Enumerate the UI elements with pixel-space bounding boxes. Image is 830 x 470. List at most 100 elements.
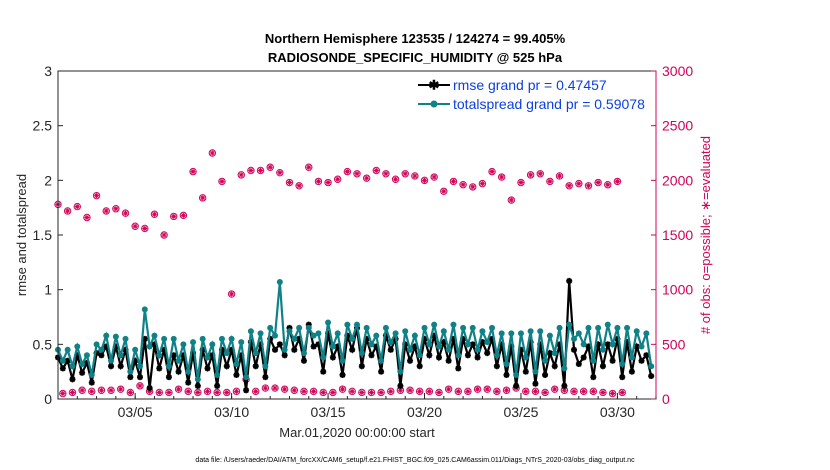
- rmse-point: [513, 382, 520, 389]
- rmse-point: [508, 343, 515, 350]
- rmse-point: [262, 374, 269, 381]
- rmse-point: [165, 374, 172, 381]
- rmse-point: [349, 346, 356, 353]
- obs-possible-marker: [256, 166, 265, 175]
- obs-possible-marker: [73, 202, 81, 211]
- totalspread-point: [382, 324, 389, 331]
- obs-possible-marker: [473, 385, 482, 393]
- obs-evaluated-marker: [79, 387, 85, 393]
- x-tick-label: 03/25: [503, 404, 538, 420]
- obs-possible-marker: [377, 388, 385, 397]
- obs-evaluated-marker: [301, 388, 307, 394]
- totalspread-point: [88, 371, 95, 378]
- obs-evaluated-marker: [84, 215, 90, 221]
- totalspread-point: [624, 324, 631, 331]
- totalspread-point: [402, 328, 409, 335]
- rmse-point: [580, 354, 587, 361]
- totalspread-point: [243, 374, 250, 381]
- rmse-point: [161, 346, 168, 353]
- rmse-point: [320, 368, 327, 375]
- totalspread-point: [493, 352, 500, 359]
- series-obs: [54, 149, 626, 398]
- obs-evaluated-marker: [286, 180, 292, 186]
- rmse-point: [450, 335, 457, 342]
- totalspread-point: [522, 354, 529, 361]
- rmse-point: [464, 352, 471, 359]
- rmse-point: [517, 346, 524, 353]
- totalspread-point: [79, 361, 86, 368]
- totalspread-point: [156, 352, 163, 359]
- legend-totalspread-marker: [430, 100, 438, 108]
- y-tick-label: 2: [44, 172, 52, 188]
- rmse-point: [435, 354, 442, 361]
- rmse-point: [378, 368, 385, 375]
- rmse-point: [407, 357, 414, 364]
- rmse-point: [575, 361, 582, 368]
- totalspread-point: [609, 341, 616, 348]
- obs-evaluated-marker: [595, 180, 601, 186]
- obs-evaluated-marker: [335, 176, 341, 182]
- rmse-point: [209, 352, 216, 359]
- y-right-tick-label: 1000: [662, 282, 693, 298]
- obs-evaluated-marker: [147, 388, 153, 394]
- obs-evaluated-marker: [359, 389, 365, 395]
- obs-possible-marker: [488, 167, 496, 176]
- rmse-point: [315, 341, 322, 348]
- obs-possible-marker: [493, 387, 501, 396]
- obs-evaluated-marker: [388, 388, 394, 394]
- obs-evaluated-marker: [571, 388, 577, 394]
- obs-evaluated-marker: [378, 389, 384, 395]
- obs-evaluated-marker: [373, 167, 379, 173]
- obs-possible-marker: [237, 171, 245, 179]
- totalspread-point: [648, 363, 655, 370]
- obs-possible-marker: [334, 175, 342, 183]
- obs-possible-marker: [314, 177, 323, 186]
- obs-evaluated-marker: [412, 173, 418, 179]
- rmse-point: [397, 382, 404, 389]
- obs-evaluated-marker: [118, 386, 124, 392]
- totalspread-point: [440, 328, 447, 335]
- obs-evaluated-marker: [542, 389, 548, 395]
- obs-evaluated-marker: [306, 164, 312, 170]
- totalspread-point: [329, 343, 336, 350]
- data-file-footer: data file: /Users/raeder/DAI/ATM_forcXX/…: [195, 457, 635, 464]
- obs-evaluated-marker: [566, 183, 572, 189]
- rmse-point: [493, 363, 500, 370]
- obs-possible-marker: [526, 171, 535, 179]
- rmse-point: [218, 346, 225, 353]
- rmse-point: [416, 363, 423, 370]
- obs-evaluated-marker: [233, 388, 239, 394]
- obs-possible-marker: [88, 387, 96, 396]
- obs-possible-marker: [271, 384, 279, 392]
- rmse-point: [291, 346, 298, 353]
- obs-evaluated-marker: [368, 389, 374, 395]
- obs-possible-marker: [189, 167, 197, 176]
- obs-evaluated-marker: [484, 386, 490, 392]
- obs-possible-marker: [589, 387, 598, 396]
- obs-possible-marker: [324, 178, 332, 187]
- obs-evaluated-marker: [262, 385, 268, 391]
- rmse-point: [103, 343, 110, 350]
- rmse-point: [498, 341, 505, 348]
- totalspread-point: [590, 357, 597, 364]
- obs-possible-marker: [546, 177, 554, 186]
- obs-evaluated-marker: [494, 388, 500, 394]
- totalspread-point: [127, 368, 134, 375]
- rmse-point: [122, 346, 129, 353]
- totalspread-point: [551, 350, 558, 357]
- obs-possible-marker: [387, 387, 395, 396]
- totalspread-point: [315, 330, 322, 337]
- totalspread-point: [272, 332, 279, 339]
- obs-possible-marker: [141, 224, 149, 233]
- obs-evaluated-marker: [349, 388, 355, 394]
- totalspread-point: [546, 332, 553, 339]
- rmse-point: [257, 341, 264, 348]
- rmse-point: [247, 339, 254, 346]
- obs-evaluated-marker: [137, 383, 143, 389]
- chart-subtitle: RADIOSONDE_SPECIFIC_HUMIDITY @ 525 hPa: [268, 50, 563, 65]
- totalspread-point: [460, 324, 467, 331]
- rmse-point: [489, 335, 496, 342]
- obs-possible-marker: [406, 386, 414, 394]
- totalspread-point: [358, 350, 365, 357]
- obs-possible-marker: [579, 387, 588, 396]
